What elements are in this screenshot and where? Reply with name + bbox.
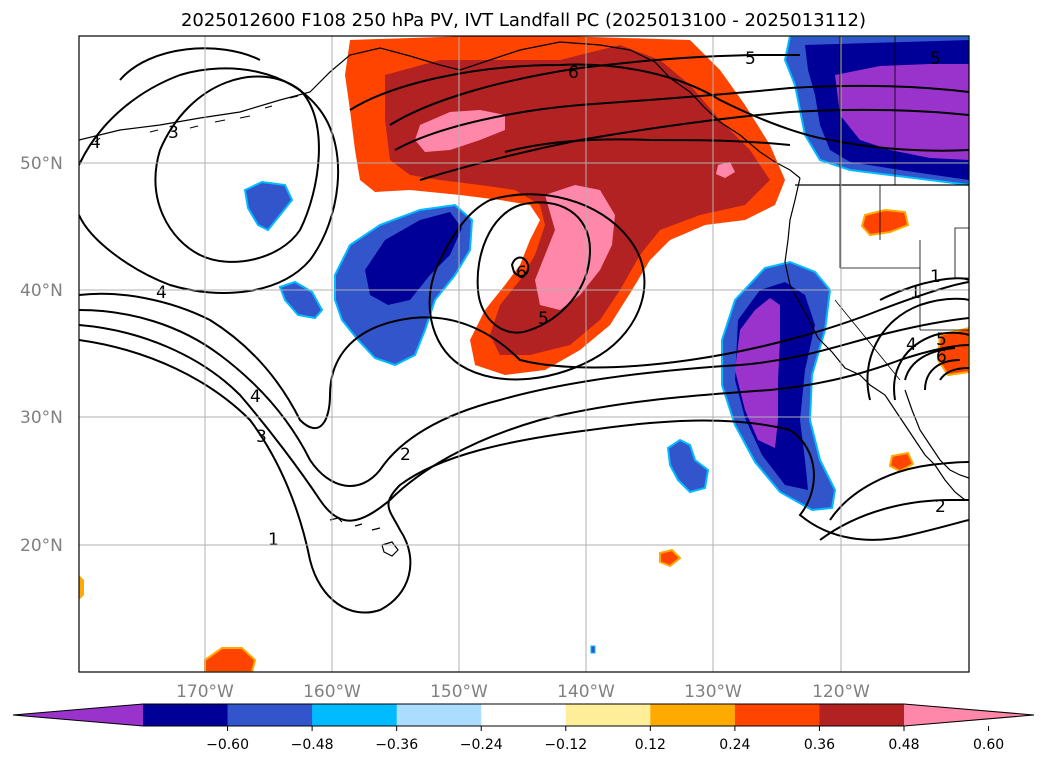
colorbar-swatch [227,704,313,726]
aleutian-islands [94,95,299,143]
lat-label-40: 40°N [20,281,63,301]
purple-region-west-coast [735,298,780,448]
contour-west-loop-4 [79,47,340,294]
contour-east-low-3 [924,359,969,391]
map-layers: 6 5 5 6 5 4 4 3 4 3 2 1 1 2 1 5 6 4 [79,36,969,672]
contour-label-5-east: 5 [936,330,947,350]
colorbar-tick-label: −0.12 [544,737,587,753]
blue-blob-tiny [590,645,596,654]
orange-blob-west-edge [79,575,84,600]
contour-label-4-east: 4 [906,335,917,355]
contour-label-1-east-b: 1 [930,267,941,287]
contour-2-southeast [819,499,969,541]
contour-upper-5 [394,84,969,151]
contour-ridge-5 [389,54,800,126]
border-states-2 [954,227,969,279]
contour-ridge-6 [349,63,969,152]
pv-contours [79,47,969,614]
contour-west-loop-3 [154,75,320,263]
contour-east-low-1 [866,277,969,401]
contour-east-low-2 [893,331,969,401]
orange-blob-south [204,647,257,672]
lat-label-20: 20°N [20,536,63,556]
colorbar-tick-label: 0.24 [719,737,750,753]
contour-label-6-top: 6 [568,63,579,83]
colorbar-extend-low [13,704,143,726]
pink-region-small [716,162,735,178]
orange-blob-east [936,326,969,377]
colorbar-swatch [565,704,651,726]
contour-label-2-se: 2 [935,497,946,517]
coast-west-us [784,177,966,501]
lat-label-30: 30°N [20,408,63,428]
orange-blob-baja [888,451,915,473]
colorbar-tick-label: −0.24 [460,737,503,753]
contour-closed-low [476,201,592,334]
colorbar-tick-label: 0.48 [888,737,919,753]
contour-label-5-top: 5 [745,49,756,69]
blue-blob-north-pacific [243,180,294,232]
orange-blob-idaho [860,208,910,237]
contour-label-2-mid: 2 [400,445,411,465]
colorbar-swatch [143,704,229,726]
colorbar-tick-label: −0.60 [206,737,249,753]
positive-anomaly-shading [79,36,969,672]
contour-upper-4 [419,108,969,181]
lon-label-150: 150°W [430,682,488,702]
orange-blob-small [659,548,682,568]
contour-label-1-east: 1 [910,283,921,303]
colorbar: −0.60 −0.48 −0.36 −0.24 −0.12 0.12 0.24 0.36 0.4… [12,703,1035,753]
lon-label-120: 120°W [812,682,870,702]
contour-label-6-low: 6 [516,263,527,283]
blue-blob-subtropic [666,438,710,494]
contour-label-6-east: 6 [936,347,947,367]
coastlines [79,36,969,557]
contour-label-5-ne: 5 [930,49,941,69]
contour-label-5-low: 5 [538,309,549,329]
contour-label-4-mid: 4 [250,387,261,407]
contour-small-loop [510,256,530,277]
colorbar-swatch [734,704,820,726]
colorbar-swatch [312,704,398,726]
contour-2-lower [79,324,969,522]
contour-closed-outer [428,193,646,381]
coast-baja-east [904,389,969,479]
colorbar-extend-high [904,704,1034,726]
contour-3-lower [79,309,969,487]
coast-alaska-south [79,41,801,179]
colorbar-tick-label: −0.48 [291,737,334,753]
lon-label-140: 140°W [557,682,615,702]
contour-2-south [829,461,969,521]
contour-label-1-west: 1 [268,530,279,550]
contour-label-4-nw: 4 [90,133,101,153]
latitude-labels: 50°N 40°N 30°N 20°N [20,154,63,556]
colorbar-tick-label: 0.12 [635,737,666,753]
map-frame [78,35,970,673]
contour-upper-3 [504,138,791,153]
contour-labels: 6 5 5 6 5 4 4 3 4 3 2 1 1 2 1 5 6 4 [90,49,947,550]
colorbar-swatch [819,704,905,726]
lat-label-50: 50°N [20,154,63,174]
lon-label-130: 130°W [684,682,742,702]
colorbar-tick-label: 0.36 [804,737,835,753]
colorbar-swatch [396,704,482,726]
blue-blob-west [278,280,324,320]
navy-region-central-pacific [365,212,462,305]
lon-label-160: 160°W [303,682,361,702]
colorbar-tick-label: 0.60 [973,737,1004,753]
pink-region-central [535,185,615,310]
contour-label-4-west: 4 [156,283,167,303]
longitude-labels: 170°W 160°W 150°W 140°W 130°W 120°W [176,682,870,702]
colorbar-swatch [650,704,736,726]
gridlines [79,36,969,672]
colorbar-swatch [481,704,567,726]
contour-label-3-mid: 3 [256,427,267,447]
contour-1-lower [79,339,969,614]
lon-label-170: 170°W [176,682,234,702]
contour-4-lower [79,281,969,429]
contour-label-3-west: 3 [168,123,179,143]
map-title: 2025012600 F108 250 hPa PV, IVT Landfall… [180,10,867,31]
colorbar-tick-label: −0.36 [375,737,418,753]
